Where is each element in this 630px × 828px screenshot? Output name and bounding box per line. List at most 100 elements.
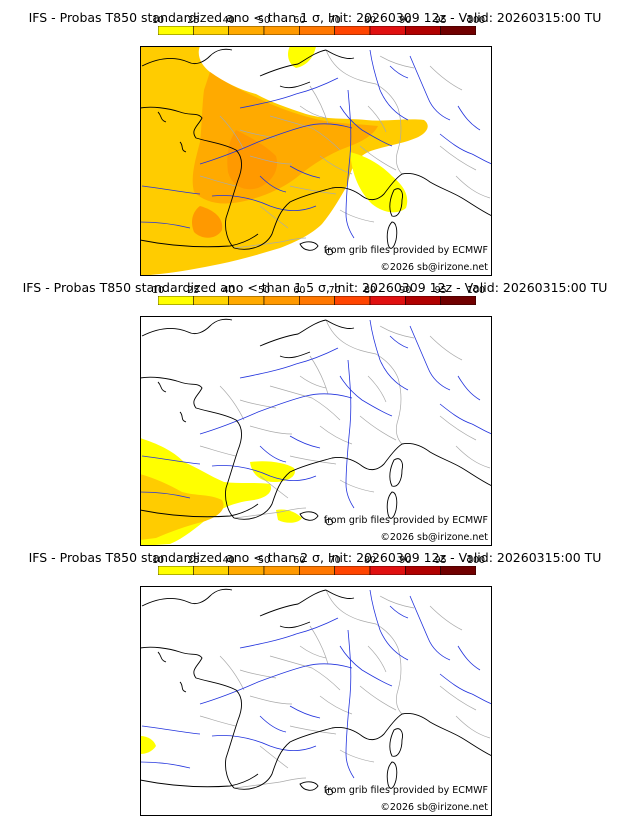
river — [211, 465, 317, 481]
river — [141, 725, 201, 735]
map-frame — [140, 316, 492, 546]
ecmwf-credit: from grib files provided by ECMWF — [323, 515, 488, 526]
colorbar-tick-label: 90 — [399, 555, 412, 566]
colorbar-segment — [299, 296, 335, 305]
admin-border — [379, 325, 415, 339]
probability-area-10 — [276, 509, 302, 523]
admin-border — [325, 319, 399, 379]
river — [140, 761, 191, 769]
colorbar-tick-label: 90 — [399, 15, 412, 26]
admin-border — [455, 445, 491, 469]
colorbar-labels: 10 25 40 50 60 70 80 90 95 100 — [150, 555, 490, 566]
ecmwf-credit: from grib files provided by ECMWF — [323, 245, 488, 256]
admin-border — [249, 155, 293, 165]
admin-border — [367, 645, 387, 673]
colorbar-segment — [369, 566, 406, 575]
colorbar-tick-label: 60 — [293, 15, 306, 26]
colorbar-segment — [228, 566, 265, 575]
river — [409, 325, 451, 391]
river — [389, 605, 409, 619]
admin-border — [269, 115, 341, 151]
admin-border — [455, 175, 491, 199]
colorbar-tick-label: 25 — [187, 15, 200, 26]
river — [345, 629, 355, 779]
ecmwf-credit: from grib files provided by ECMWF — [323, 785, 488, 796]
map: from grib files provided by ECMWF ©2026 … — [140, 46, 492, 276]
coastline — [401, 713, 492, 757]
admin-border — [239, 399, 277, 409]
admin-border — [359, 685, 397, 711]
admin-border — [269, 385, 341, 421]
colorbar-segment — [299, 566, 335, 575]
coastline — [259, 319, 327, 347]
admin-border — [339, 479, 375, 493]
colorbar-tick-label: 60 — [293, 285, 306, 296]
colorbar-segment — [158, 26, 194, 35]
river — [199, 393, 353, 435]
island — [386, 491, 398, 519]
colorbar — [158, 566, 476, 575]
river — [140, 221, 191, 229]
river — [345, 359, 355, 509]
map: from grib files provided by ECMWF ©2026 … — [140, 586, 492, 816]
river — [211, 735, 317, 751]
coastline — [233, 713, 403, 790]
admin-border — [249, 425, 293, 435]
colorbar-tick-label: 40 — [222, 285, 235, 296]
map-panel-2: IFS - Probas T850 standardized ano < tha… — [0, 270, 630, 546]
river — [239, 77, 339, 109]
colorbar-segment — [263, 26, 300, 35]
admin-border — [396, 647, 403, 715]
colorbar-segment — [440, 296, 476, 305]
admin-border — [429, 605, 463, 631]
colorbar-tick-label: 70 — [328, 15, 341, 26]
admin-border — [359, 145, 397, 171]
colorbar-segment — [158, 566, 194, 575]
colorbar-tick-label: 90 — [399, 285, 412, 296]
admin-border — [439, 415, 477, 441]
river — [439, 673, 492, 705]
admin-border — [299, 105, 327, 119]
river — [369, 589, 409, 661]
colorbar-segment — [405, 26, 441, 35]
coastline — [279, 81, 311, 89]
admin-border — [249, 695, 293, 705]
map-panel-3: IFS - Probas T850 standardized ano < tha… — [0, 540, 630, 816]
admin-border — [396, 377, 403, 445]
probability-area-10 — [350, 152, 408, 213]
admin-border — [325, 49, 399, 109]
admin-border — [367, 375, 387, 403]
river — [141, 455, 201, 465]
colorbar-tick-label: 80 — [363, 555, 377, 566]
island — [325, 248, 333, 256]
coastline — [179, 411, 187, 423]
admin-border — [379, 595, 415, 609]
colorbar-segment — [263, 296, 300, 305]
coastline — [141, 588, 233, 607]
island — [389, 188, 403, 217]
river — [339, 105, 393, 147]
probability-area-40 — [192, 72, 378, 204]
island — [386, 761, 398, 789]
colorbar-tick-label: 10 — [151, 15, 165, 26]
colorbar-tick-label: 100 — [466, 555, 486, 566]
coastline — [157, 381, 167, 393]
map-frame — [140, 46, 492, 276]
colorbar-segment — [263, 566, 300, 575]
river — [369, 49, 409, 121]
admin-border — [199, 445, 237, 457]
river — [339, 375, 393, 417]
river — [239, 617, 339, 649]
admin-border — [339, 749, 375, 763]
island — [299, 241, 319, 251]
admin-border — [309, 625, 329, 665]
colorbar-tick-label: 50 — [257, 555, 271, 566]
panel-title: IFS - Probas T850 standardized ano < tha… — [28, 10, 602, 25]
coastline — [233, 173, 403, 250]
colorbar-segment — [405, 296, 441, 305]
copyright-credit: ©2026 sb@irizone.net — [380, 532, 488, 543]
river — [199, 663, 353, 705]
colorbar-tick-label: 70 — [328, 555, 341, 566]
colorbar-segment — [405, 566, 441, 575]
copyright-credit: ©2026 sb@irizone.net — [380, 802, 488, 813]
